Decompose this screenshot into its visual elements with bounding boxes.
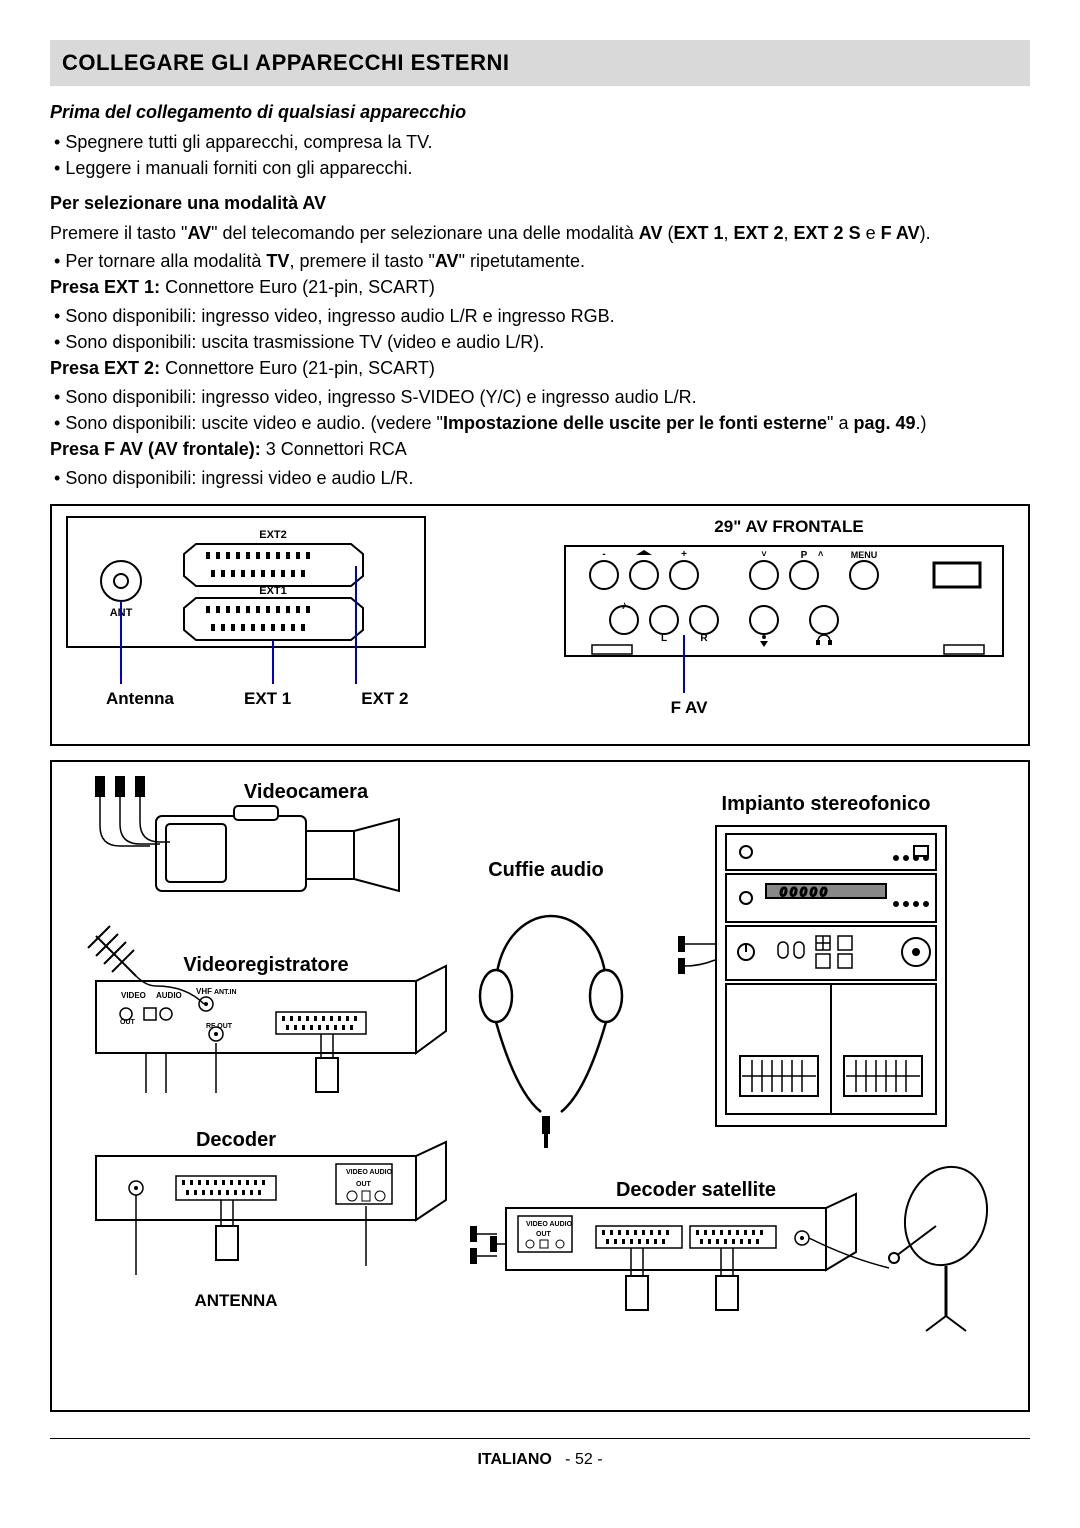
label-ext2: EXT 2 [361,688,408,711]
svg-text:VIDEO: VIDEO [121,991,146,1000]
intro-heading: Prima del collegamento di qualsiasi appa… [50,100,1030,124]
svg-text:-: - [602,549,605,560]
label-antenna: Antenna [106,688,174,711]
footer-lang: ITALIANO [477,1451,551,1468]
svg-text:L: L [661,633,667,644]
svg-text:Cuffie audio: Cuffie audio [488,859,604,881]
av-mode-line: Premere il tasto "AV" del telecomando pe… [50,221,1030,245]
svg-text:+: + [681,549,687,560]
svg-text:ANT.IN: ANT.IN [214,989,237,996]
svg-text:ANTENNA: ANTENNA [194,1291,277,1310]
svg-text:AUDIO: AUDIO [156,991,182,1000]
connection-diagram: ANT EXT2 [50,504,1030,746]
svg-text:Videocamera: Videocamera [244,781,369,803]
svg-text:P: P [801,550,808,561]
label-fav: F AV [671,697,708,720]
svg-text:VIDEO AUDIO: VIDEO AUDIO [526,1221,573,1228]
section-title: COLLEGARE GLI APPARECCHI ESTERNI [50,40,1030,86]
av-bullet: Per tornare alla modalità TV, premere il… [50,249,1030,273]
svg-text:EXT1: EXT1 [259,585,287,597]
devices-diagram: Videocamera Videoregistratore [50,760,1030,1412]
svg-text:0 0 0 0 0: 0 0 0 0 0 [780,885,827,899]
svg-text:R: R [700,633,708,644]
intro-bullet: Leggere i manuali forniti con gli appare… [50,156,1030,180]
svg-text:˄: ˄ [818,549,824,559]
footer-page: - 52 - [565,1451,602,1468]
presa1-bullet: Sono disponibili: ingresso video, ingres… [50,304,1030,328]
av-mode-heading: Per selezionare una modalità AV [50,191,1030,215]
svg-text:EXT2: EXT2 [259,529,287,541]
presa2-bullet: Sono disponibili: uscite video e audio. … [50,411,1030,435]
svg-text:♪: ♪ [621,598,627,612]
svg-text:Decoder: Decoder [196,1129,276,1151]
devices-svg: Videocamera Videoregistratore [66,776,1006,1396]
svg-text:˅: ˅ [761,549,767,559]
presa-ext1-line: Presa EXT 1: Connettore Euro (21-pin, SC… [50,275,1030,299]
presa1-bullet: Sono disponibili: uscita trasmissione TV… [50,330,1030,354]
svg-text:OUT: OUT [356,1181,372,1188]
intro-bullet: Spegnere tutti gli apparecchi, compresa … [50,130,1030,154]
label-ext1: EXT 1 [244,688,291,711]
svg-text:MENU: MENU [851,550,878,560]
svg-text:Videoregistratore: Videoregistratore [183,954,348,976]
svg-text:VIDEO AUDIO: VIDEO AUDIO [346,1169,393,1176]
svg-text:Decoder satellite: Decoder satellite [616,1179,776,1201]
svg-text:VHF: VHF [196,987,212,996]
presa2-bullet: Sono disponibili: ingresso video, ingres… [50,385,1030,409]
front-panel-title: 29" AV FRONTALE [564,516,1014,539]
svg-text:Impianto stereofonico: Impianto stereofonico [722,793,931,815]
presa-ext2-line: Presa EXT 2: Connettore Euro (21-pin, SC… [50,356,1030,380]
presa-fav-line: Presa F AV (AV frontale): 3 Connettori R… [50,437,1030,461]
presa-fav-bullet: Sono disponibili: ingressi video e audio… [50,466,1030,490]
rear-panel-svg: ANT EXT2 [66,516,426,686]
page-footer: ITALIANO - 52 - [50,1438,1030,1471]
svg-text:OUT: OUT [536,1231,552,1238]
front-panel-svg: - + ˅ P ˄ MENU ♪ L R [564,545,1004,695]
